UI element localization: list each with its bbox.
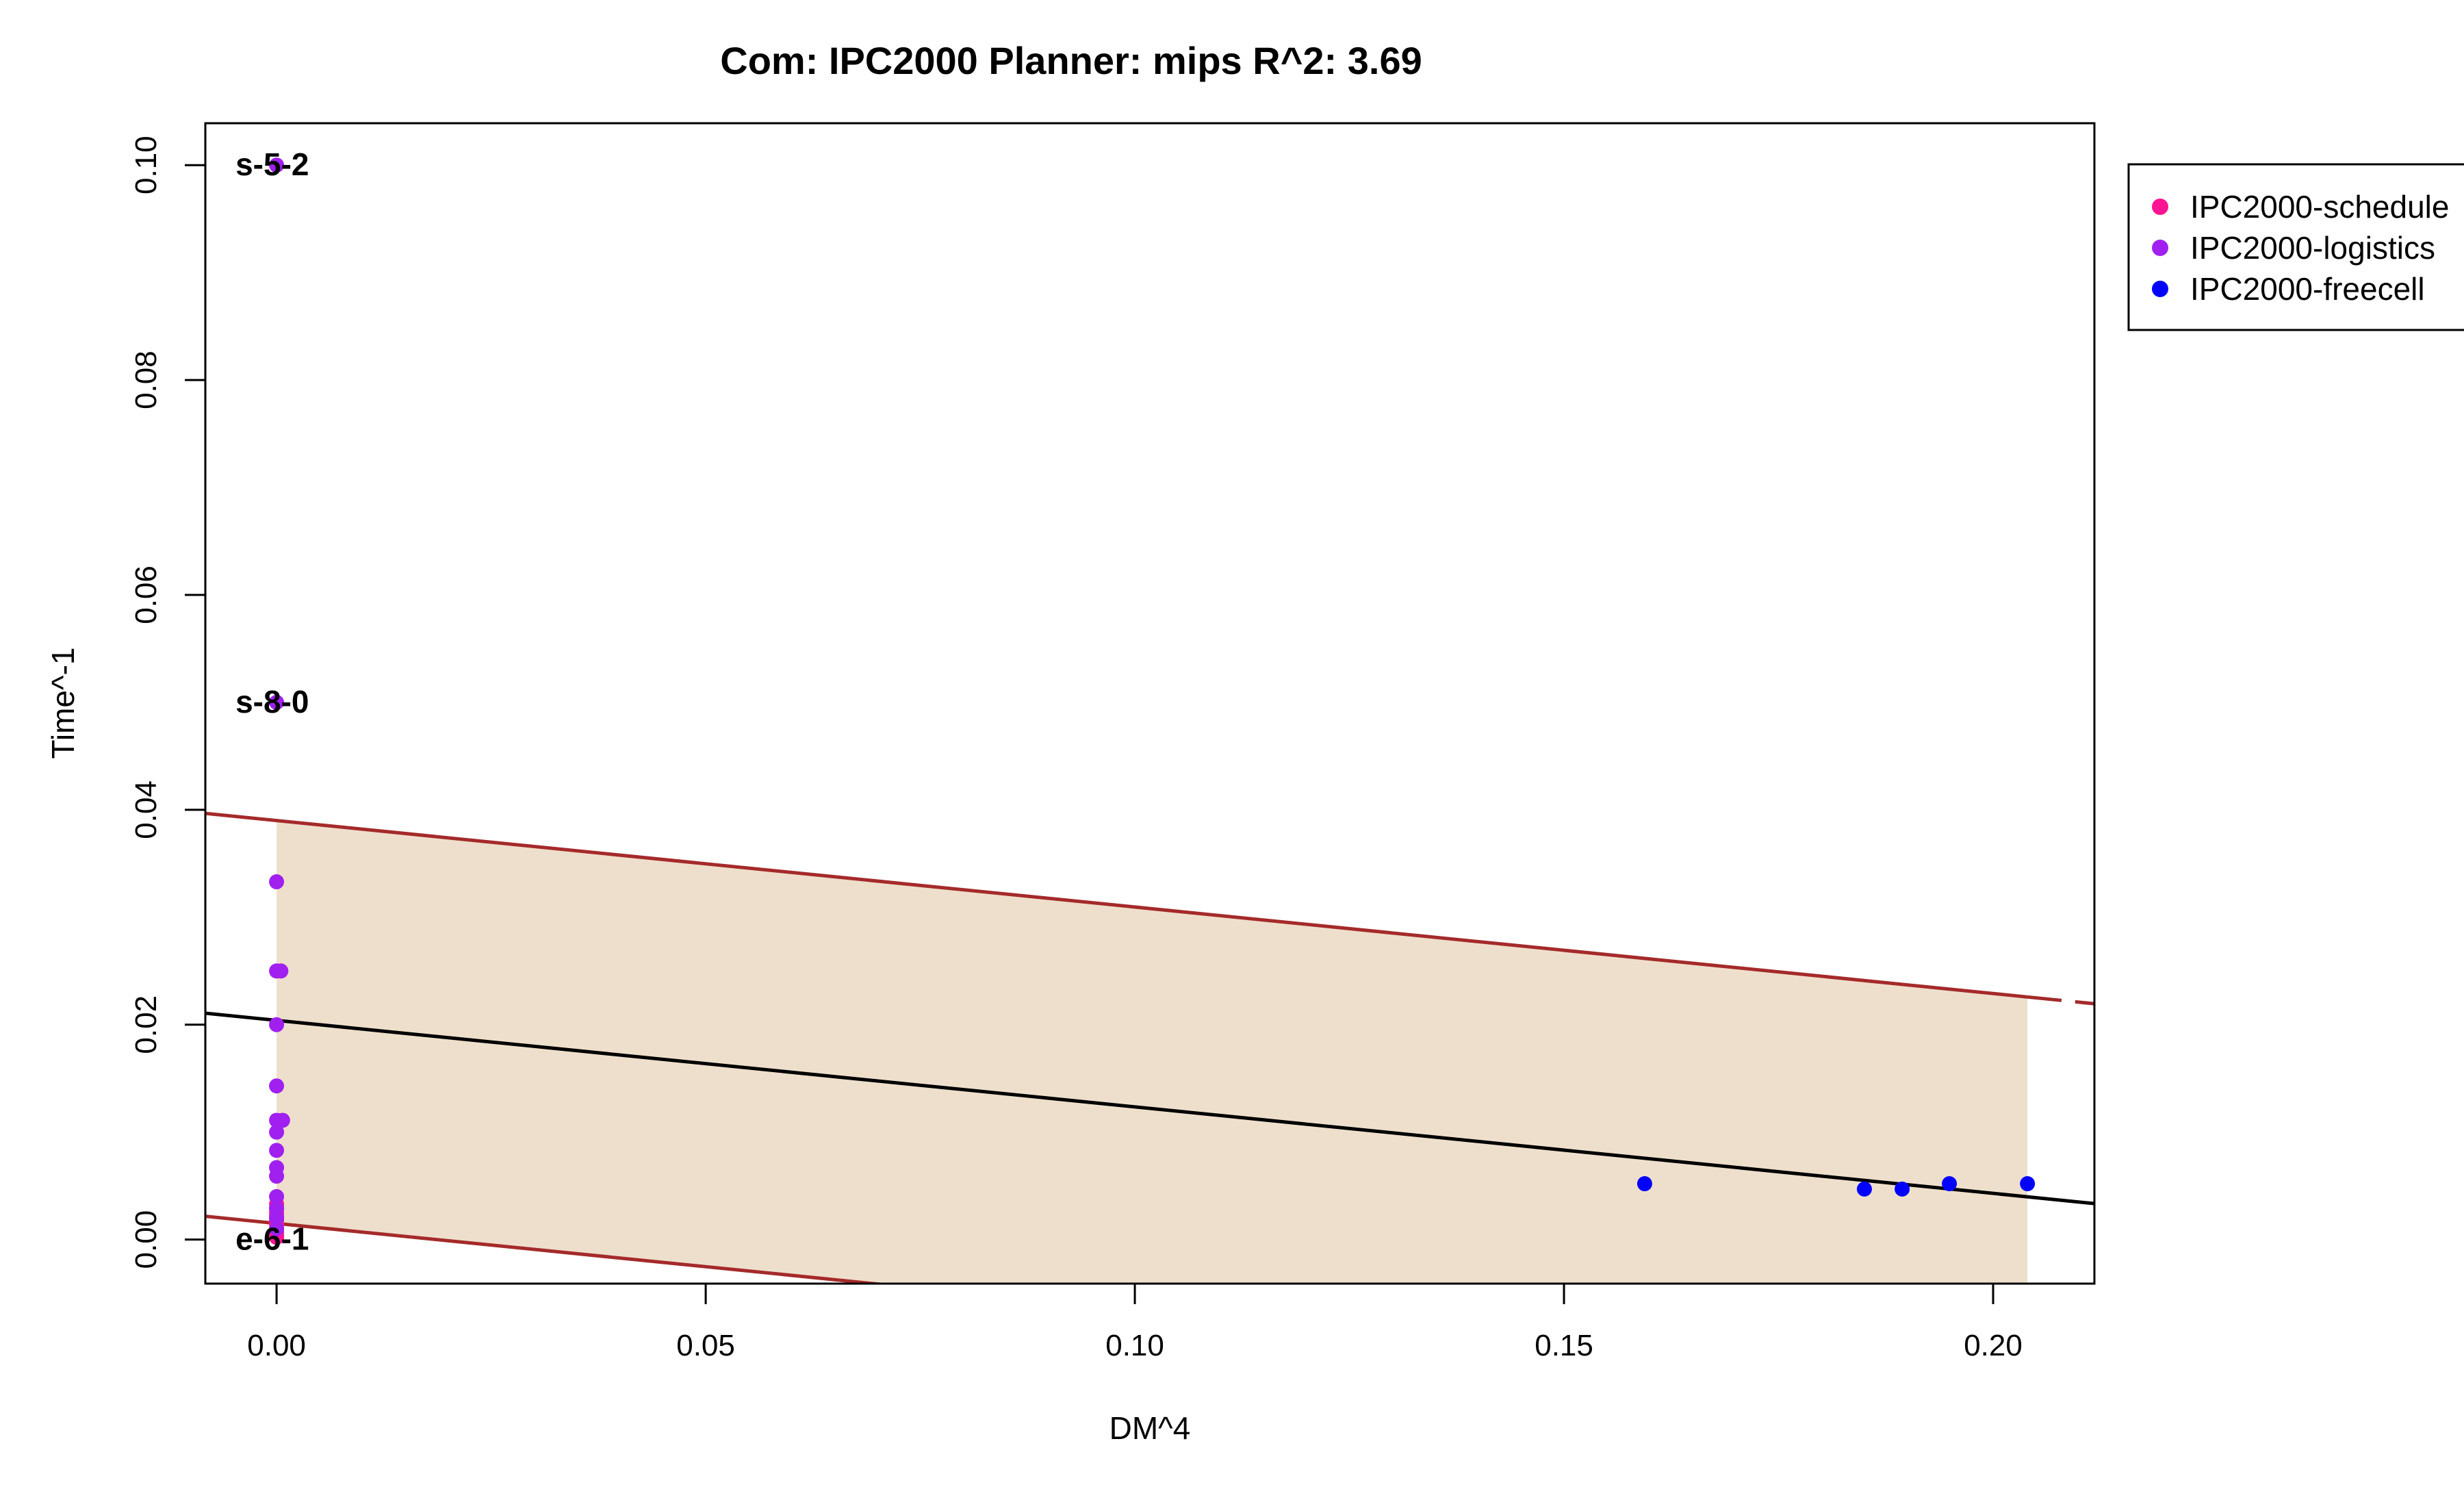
data-point [1637, 1176, 1652, 1192]
data-point [269, 1210, 285, 1226]
data-point [269, 1143, 285, 1158]
data-point [2020, 1176, 2036, 1192]
x-tick-label: 0.05 [676, 1329, 735, 1362]
data-point [269, 1188, 285, 1204]
y-tick-label: 0.06 [129, 565, 163, 624]
data-point [1895, 1181, 1910, 1197]
lower-band-line [205, 1214, 891, 1284]
data-point [269, 1221, 285, 1236]
x-axis-label: DM^4 [1109, 1410, 1191, 1446]
legend-label: IPC2000-freecell [2190, 271, 2425, 307]
y-tick-label: 0.02 [129, 995, 163, 1054]
point-label: s-5-2 [235, 147, 309, 182]
y-axis-label: Time^-1 [45, 648, 81, 759]
x-tick-label: 0.10 [1105, 1329, 1164, 1362]
x-tick-label: 0.15 [1535, 1329, 1593, 1362]
data-points [269, 157, 2036, 1245]
legend-marker [2152, 199, 2168, 215]
data-point [1942, 1176, 1958, 1192]
legend-box [2127, 163, 2464, 331]
data-point [269, 874, 285, 890]
legend-label: IPC2000-logistics [2190, 230, 2435, 266]
point-label: s-8-0 [235, 684, 309, 720]
x-axis: 0.00 0.05 0.10 0.15 0.20 [247, 1282, 2023, 1362]
legend-label: IPC2000-schedule [2190, 189, 2449, 225]
point-label: e-6-1 [235, 1221, 309, 1257]
data-point [269, 694, 285, 710]
fit-lines [205, 811, 2094, 1284]
data-point [273, 963, 289, 979]
data-point [269, 1124, 285, 1140]
x-tick-label: 0.20 [1964, 1329, 2023, 1362]
data-point [269, 157, 285, 173]
y-tick-label: 0.10 [129, 136, 163, 194]
y-tick-label: 0.04 [129, 780, 163, 839]
x-tick-label: 0.00 [247, 1329, 306, 1362]
upper-band-line-extension [2027, 995, 2094, 1006]
y-tick-label: 0.00 [129, 1210, 163, 1269]
data-point [269, 1169, 285, 1184]
upper-band-line [205, 811, 2028, 999]
prediction-band [277, 820, 2028, 1284]
legend-marker [2152, 281, 2168, 297]
data-point [269, 1078, 285, 1094]
data-point [1856, 1181, 1872, 1197]
chart-title: Com: IPC2000 Planner: mips R^2: 3.69 [720, 39, 1422, 82]
legend-marker [2152, 240, 2168, 256]
legend: IPC2000-schedule IPC2000-logistics IPC2000… [2127, 163, 2464, 331]
y-tick-label: 0.08 [129, 351, 163, 409]
point-labels: s-5-2 s-8-0 e-6-1 [235, 147, 309, 1256]
data-point [274, 1112, 290, 1128]
prediction-band-fill [277, 820, 2028, 1284]
data-point [269, 1017, 285, 1032]
regression-line [205, 1011, 2094, 1206]
y-axis: 0.00 0.02 0.04 0.06 0.08 0.10 [129, 136, 207, 1269]
